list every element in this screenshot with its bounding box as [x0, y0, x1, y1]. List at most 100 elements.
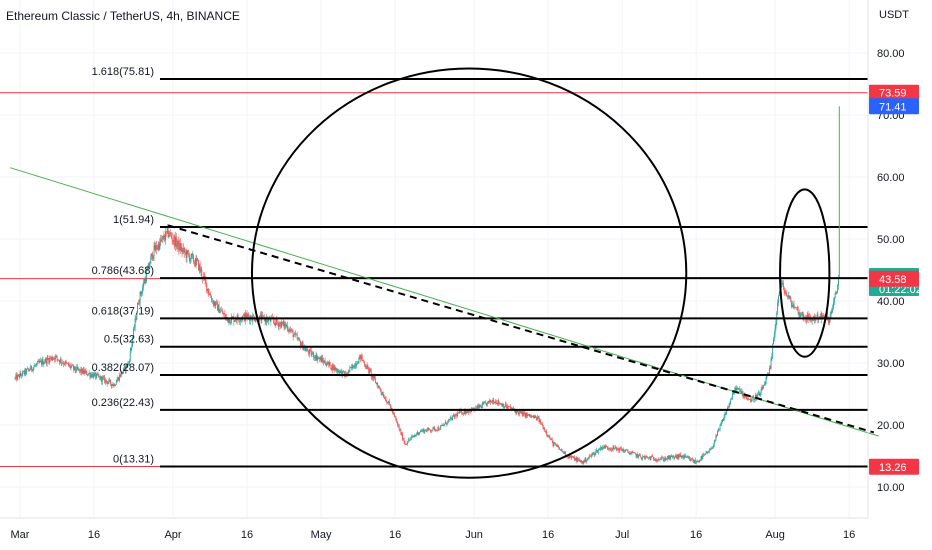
- candle-body: [495, 401, 496, 404]
- candle-body: [555, 443, 556, 445]
- candle-body: [36, 361, 38, 364]
- candle-body: [201, 269, 203, 277]
- candle-body: [817, 314, 819, 320]
- candle-body: [807, 314, 809, 318]
- candle-body: [338, 370, 340, 374]
- candle-body: [801, 314, 802, 316]
- candle-body: [390, 406, 392, 410]
- candle-body: [436, 430, 438, 431]
- candle-body: [367, 365, 369, 368]
- candle-body: [166, 228, 168, 233]
- candle-body: [116, 379, 118, 383]
- candle-body: [270, 318, 272, 322]
- candle-body: [786, 292, 788, 296]
- candle-body: [239, 320, 241, 322]
- candle-body: [630, 453, 632, 454]
- candle-body: [366, 365, 368, 369]
- candle-body: [277, 323, 279, 327]
- candle-body: [364, 362, 366, 366]
- candle-body: [33, 366, 35, 368]
- candle-body: [610, 449, 612, 451]
- candle-body: [416, 434, 417, 436]
- candle-body: [67, 363, 69, 365]
- candle-body: [325, 363, 327, 366]
- candle-body: [483, 402, 485, 405]
- candle-body: [679, 454, 681, 456]
- candle-body: [228, 319, 230, 323]
- candle-body: [574, 459, 576, 461]
- candle-body: [177, 240, 179, 245]
- candle-body: [100, 376, 102, 382]
- candle-body: [482, 403, 484, 405]
- candle-body: [138, 302, 140, 305]
- candle-body: [304, 347, 306, 349]
- candle-body: [315, 354, 317, 360]
- candle-body: [457, 412, 459, 417]
- candle-body: [396, 419, 398, 423]
- candle-body: [286, 325, 288, 331]
- candle-body: [796, 307, 797, 309]
- candle-body: [45, 358, 47, 364]
- candle-body: [231, 316, 233, 318]
- candle-body: [37, 361, 39, 363]
- candle-body: [592, 452, 594, 454]
- candle-body: [110, 379, 111, 384]
- candle-body: [612, 446, 614, 451]
- candle-body: [705, 452, 707, 455]
- candle-body: [508, 406, 510, 408]
- candle-body: [536, 417, 538, 421]
- candle-body: [274, 322, 276, 326]
- candle-body: [787, 295, 788, 297]
- candle-body: [377, 384, 379, 389]
- candle-body: [311, 353, 313, 356]
- candle-body: [774, 327, 776, 334]
- candle-body: [553, 443, 555, 446]
- candle-body: [49, 357, 51, 363]
- candle-body: [672, 455, 674, 457]
- candle-body: [28, 369, 30, 371]
- candle-body: [722, 419, 723, 423]
- candle-body: [700, 456, 702, 460]
- candle-body: [684, 455, 686, 458]
- candle-body: [276, 318, 278, 323]
- candle-body: [267, 319, 269, 322]
- candle-body: [442, 425, 444, 426]
- candle-body: [633, 452, 635, 453]
- candle-body: [330, 368, 332, 370]
- candle-body: [507, 406, 509, 408]
- candle-body: [314, 357, 316, 360]
- price-unit-label: USDT: [879, 9, 909, 21]
- candle-body: [350, 367, 352, 368]
- candle-body: [502, 404, 504, 407]
- candle-body: [830, 311, 832, 315]
- candle-body: [467, 410, 469, 413]
- x-tick-label: 16: [542, 529, 554, 541]
- x-tick-label: 16: [389, 529, 401, 541]
- candle-body: [733, 392, 735, 394]
- candle-body: [758, 392, 760, 395]
- candle-body: [769, 368, 771, 369]
- candle-body: [764, 383, 766, 385]
- candle-body: [785, 292, 787, 294]
- candle-body: [487, 400, 489, 403]
- candle-body: [608, 448, 610, 450]
- candle-body: [745, 395, 747, 398]
- candle-body: [340, 370, 342, 372]
- candle-body: [168, 235, 170, 237]
- candle-body: [59, 360, 60, 363]
- candle-body: [75, 370, 77, 372]
- candle-body: [527, 414, 529, 416]
- candle-body: [754, 398, 756, 401]
- x-tick-label: Jul: [615, 529, 629, 541]
- candle-body: [161, 236, 163, 240]
- candle-body: [655, 460, 657, 461]
- candle-body: [676, 454, 678, 458]
- candle-body: [763, 385, 765, 389]
- candle-body: [179, 243, 181, 251]
- candle-body: [537, 416, 539, 418]
- candle-body: [535, 416, 537, 418]
- candle-body: [650, 456, 652, 460]
- candle-body: [729, 403, 731, 405]
- candle-body: [248, 315, 250, 318]
